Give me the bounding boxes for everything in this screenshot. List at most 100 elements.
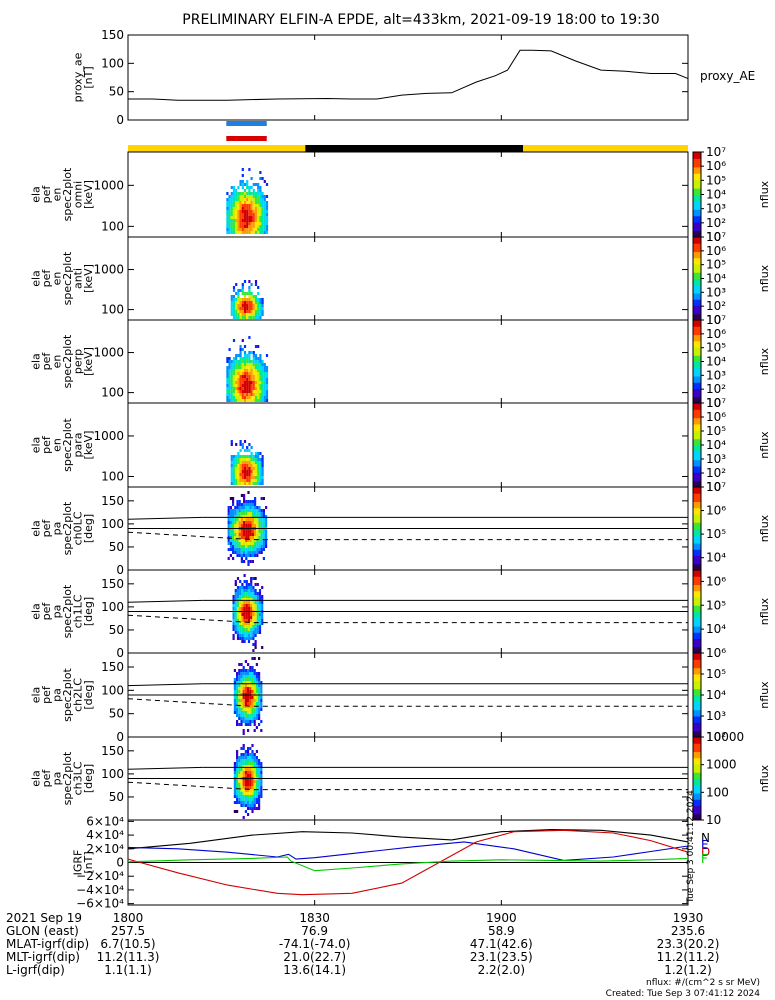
spectrogram-cell	[246, 210, 249, 213]
spectrogram-cell	[232, 216, 236, 219]
spectrogram-cell	[249, 687, 252, 690]
spectrogram-cell	[243, 363, 247, 366]
spectrogram-cell	[226, 390, 229, 393]
spectrogram-cell	[235, 313, 238, 316]
spectrogram-cell	[251, 509, 254, 512]
spectrogram-cell	[254, 231, 258, 234]
colorbar-cell	[693, 259, 701, 263]
spectrogram-cell	[261, 372, 264, 375]
spectrogram-cell	[255, 798, 258, 801]
spectrogram-cell	[243, 357, 247, 360]
y-axis-label: pef	[40, 685, 53, 704]
spectrogram-cell	[235, 470, 238, 473]
spectrogram-cell	[260, 524, 263, 527]
spectrogram-cell	[243, 440, 247, 443]
spectrogram-cell	[241, 363, 244, 366]
spectrogram-cell	[265, 524, 268, 527]
spectrogram-cell	[250, 225, 253, 228]
spectrogram-cell	[252, 207, 255, 210]
spectrogram-cell	[232, 222, 236, 225]
spectrogram-cell	[258, 786, 261, 789]
spectrogram-cell	[239, 348, 242, 351]
spectrogram-cell	[234, 592, 237, 595]
spectrogram-cell	[245, 625, 248, 628]
spectrogram-cell	[228, 207, 231, 210]
spectrogram-cell	[242, 669, 245, 672]
spectrogram-cell	[254, 464, 258, 467]
spectrogram-cell	[241, 375, 244, 378]
spectrogram-cell	[244, 768, 247, 771]
colorbar-cell	[693, 152, 701, 155]
spectrogram-cell	[238, 530, 241, 533]
spectrogram-cell	[228, 204, 231, 207]
spectrogram-cell	[263, 204, 266, 207]
spectrogram-cell	[258, 711, 261, 714]
spectrogram-cell	[253, 762, 256, 765]
spectrogram-cell	[250, 625, 253, 628]
spectrogram-cell	[236, 616, 240, 619]
spectrogram-cell	[253, 783, 256, 786]
spectrogram-cell	[228, 222, 231, 225]
spectrogram-cell	[254, 225, 258, 228]
spectrogram-cell	[239, 479, 242, 482]
colorbar-tick-label: 10⁷	[706, 313, 726, 327]
spectrogram-cell	[235, 384, 238, 387]
spectrogram-cell	[261, 363, 264, 366]
spectrogram-cell	[236, 810, 239, 813]
spectrogram-cell	[262, 542, 265, 545]
y-tick-label: 100	[101, 386, 124, 400]
spectrogram-cell	[228, 387, 231, 390]
spectrogram-cell	[239, 354, 242, 357]
spectrogram-cell	[261, 307, 264, 310]
spectrogram-cell	[262, 509, 265, 512]
spectrogram-cell	[240, 714, 243, 717]
spectrogram-cell	[249, 554, 252, 557]
spectrogram-cell	[244, 750, 247, 753]
spectrogram-cell	[238, 681, 241, 684]
spectrogram-cell	[257, 189, 260, 192]
spectrogram-cell	[261, 482, 264, 485]
spectrogram-cell	[256, 583, 259, 586]
spectrogram-cell	[259, 399, 262, 402]
spectrogram-cell	[248, 363, 251, 366]
spectrogram-cell	[255, 699, 258, 702]
y-axis-label: [deg]	[82, 514, 95, 543]
colorbar-cell	[693, 203, 701, 206]
spectrogram-cell	[257, 201, 260, 204]
spectrogram-cell	[254, 509, 257, 512]
colorbar-tick-label: 1000	[706, 758, 737, 772]
spectrogram-cell	[235, 283, 238, 286]
colorbar-cell	[693, 322, 701, 325]
y-tick-label: 50	[109, 85, 124, 99]
spectrogram-cell	[238, 759, 241, 762]
spectrogram-cell	[261, 213, 264, 216]
spectrogram-cell	[245, 628, 248, 631]
spectrogram-cell	[234, 533, 237, 536]
colorbar-cell	[693, 590, 701, 594]
colorbar-cell	[693, 171, 701, 174]
spectrogram-cell	[265, 545, 268, 548]
colorbar-cell	[693, 718, 701, 721]
spectrogram-cell	[246, 458, 249, 461]
colorbar-cell	[693, 359, 701, 362]
spectrogram-cell	[241, 219, 244, 222]
spectrogram-cell	[258, 681, 261, 684]
spectrogram-cell	[262, 497, 265, 500]
spectrogram-cell	[252, 595, 255, 598]
spectrogram-cell	[261, 479, 264, 482]
y-axis-label: ch3LC	[72, 761, 85, 795]
spectrogram-cell	[250, 228, 253, 231]
colorbar-tick-label: 10⁴	[706, 688, 726, 702]
spectrogram-cell	[235, 231, 238, 234]
spectrogram-cell	[240, 792, 243, 795]
spectrogram-cell	[262, 518, 265, 521]
colorbar-cell	[693, 630, 701, 633]
spectrogram-cell	[246, 316, 249, 319]
spectrogram-cell	[261, 219, 264, 222]
spectrogram-cell	[247, 663, 250, 666]
spectrogram-cell	[262, 548, 265, 551]
spectrogram-cell	[261, 476, 264, 479]
spectrogram-cell	[250, 384, 253, 387]
spectrogram-cell	[263, 231, 266, 234]
spectrogram-cell	[260, 533, 263, 536]
